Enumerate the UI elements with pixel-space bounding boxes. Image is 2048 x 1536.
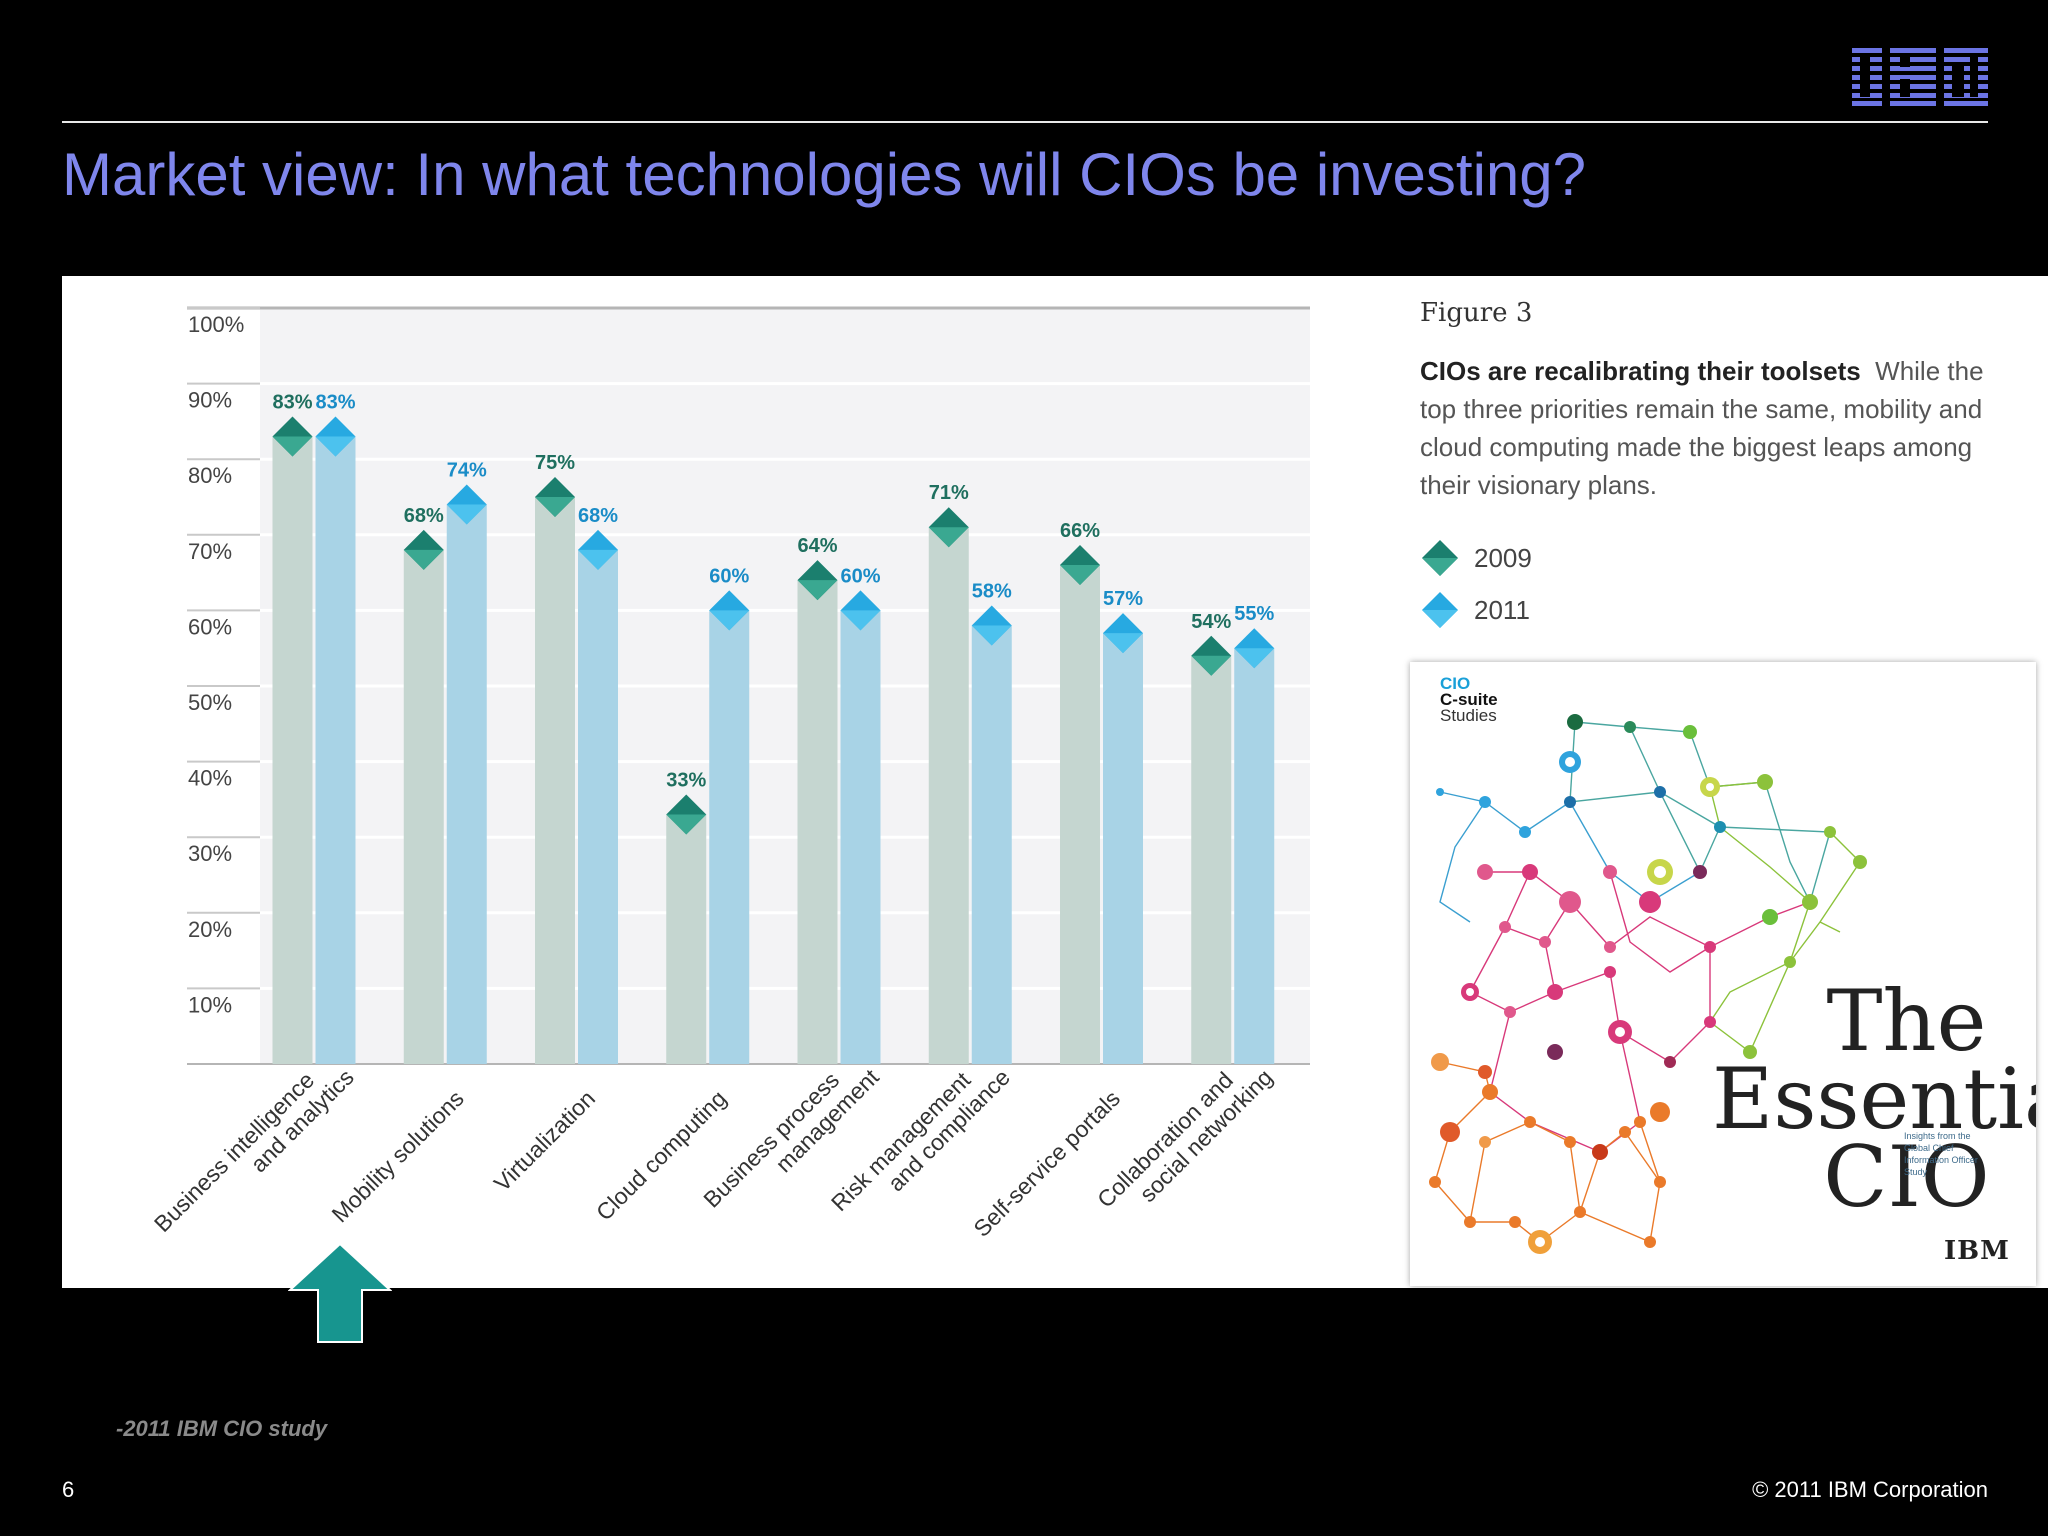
bar bbox=[1103, 633, 1143, 1064]
y-tick-label: 30% bbox=[188, 841, 232, 866]
y-tick-label: 10% bbox=[188, 992, 232, 1017]
data-label: 64% bbox=[797, 535, 837, 557]
bar bbox=[1191, 655, 1232, 1064]
data-label: 66% bbox=[1060, 520, 1100, 542]
data-label: 83% bbox=[315, 392, 355, 414]
bar bbox=[666, 814, 707, 1064]
diamond-marker-shade bbox=[315, 436, 356, 457]
diamond-marker-shade bbox=[1060, 565, 1100, 586]
cover-ibm-logo: IBM bbox=[1944, 1236, 2010, 1266]
data-label: 54% bbox=[1191, 611, 1231, 633]
diamond-marker-icon bbox=[1422, 592, 1458, 628]
figure-caption: CIOs are recalibrating their toolsets Wh… bbox=[1420, 352, 2025, 504]
y-tick-label: 60% bbox=[188, 614, 232, 639]
cover-title: The Essential CIO bbox=[1712, 972, 2036, 1226]
diamond-marker-shade bbox=[403, 549, 444, 570]
diamond-marker-shade bbox=[971, 625, 1012, 646]
cover-subtitle: Insights from the Global Chief Informati… bbox=[1904, 1131, 1978, 1177]
diamond-marker-shade bbox=[709, 610, 750, 631]
y-tick-label: 100% bbox=[188, 312, 244, 337]
chart-legend: 2009 2011 bbox=[1420, 532, 1532, 636]
y-tick-label: 80% bbox=[188, 463, 232, 488]
source-note: -2011 IBM CIO study bbox=[116, 1416, 328, 1441]
legend-item-2011: 2011 bbox=[1420, 584, 1532, 636]
diamond-marker-shade bbox=[446, 504, 487, 525]
data-label: 60% bbox=[840, 565, 880, 587]
x-tick-label: Business intelligenceand analytics bbox=[149, 1046, 359, 1256]
page-number: 6 bbox=[62, 1477, 75, 1502]
data-label: 58% bbox=[972, 581, 1012, 603]
bar bbox=[840, 610, 881, 1064]
data-label: 83% bbox=[272, 392, 312, 414]
report-cover-image: CIO C-suite Studies The Essential CIO In… bbox=[1410, 662, 2036, 1286]
y-tick-label: 90% bbox=[188, 388, 232, 413]
network-graphic bbox=[1429, 714, 1867, 1254]
bar bbox=[1234, 648, 1275, 1064]
ibm-logo bbox=[1852, 48, 1988, 106]
up-arrow-icon bbox=[288, 1242, 392, 1343]
data-label: 75% bbox=[535, 452, 575, 474]
bar bbox=[535, 497, 575, 1064]
data-label: 33% bbox=[666, 770, 706, 792]
bar-chart: 10% 20% 30% 40% 50% 60% 70% 80% 90% 100% 83% 83% Bus… bbox=[149, 306, 1310, 1256]
data-label: 55% bbox=[1234, 603, 1274, 625]
diamond-marker-shade bbox=[578, 549, 618, 570]
diamond-marker-shade bbox=[1234, 648, 1275, 669]
diamond-marker-shade bbox=[1191, 655, 1232, 676]
caption-text: While the top three priorities remain th… bbox=[1420, 356, 1984, 500]
copyright: © 2011 IBM Corporation bbox=[1752, 1477, 1988, 1502]
bar bbox=[403, 549, 444, 1064]
y-tick-label: 20% bbox=[188, 917, 232, 942]
x-tick-label: Collaboration andsocial networking bbox=[1092, 1046, 1277, 1231]
y-tick-label: 70% bbox=[188, 539, 232, 564]
diamond-marker-shade bbox=[840, 610, 881, 631]
header-rule bbox=[62, 121, 1988, 123]
diamond-marker-shade bbox=[797, 580, 838, 601]
x-tick-label: Mobility solutions bbox=[327, 1085, 469, 1227]
cover-series-label: CIO C-suite Studies bbox=[1440, 674, 1498, 725]
bar bbox=[446, 504, 487, 1064]
bar bbox=[797, 580, 838, 1064]
diamond-marker-shade bbox=[666, 814, 707, 835]
bar bbox=[315, 436, 356, 1064]
diamond-marker-shade bbox=[272, 436, 313, 457]
bar bbox=[709, 610, 750, 1064]
legend-item-2009: 2009 bbox=[1420, 532, 1532, 584]
bar bbox=[578, 549, 618, 1064]
legend-label-2011: 2011 bbox=[1474, 594, 1530, 625]
diamond-marker-icon bbox=[1422, 540, 1458, 576]
data-label: 68% bbox=[578, 505, 618, 527]
diamond-marker-shade bbox=[535, 497, 575, 517]
x-tick-label: Self-service portals bbox=[968, 1085, 1125, 1242]
diamond-marker-shade bbox=[928, 527, 969, 548]
legend-label-2009: 2009 bbox=[1474, 542, 1532, 573]
bar bbox=[971, 625, 1012, 1064]
bar bbox=[1060, 565, 1100, 1064]
caption-heading: CIOs are recalibrating their toolsets bbox=[1420, 356, 1861, 386]
y-tick-label: 50% bbox=[188, 690, 232, 715]
data-label: 71% bbox=[929, 482, 969, 504]
x-tick-label: Virtualization bbox=[489, 1085, 600, 1196]
slide-title: Market view: In what technologies will C… bbox=[62, 141, 1587, 208]
bar bbox=[272, 436, 313, 1064]
data-label: 60% bbox=[709, 565, 749, 587]
figure-label: Figure 3 bbox=[1420, 298, 1533, 328]
bar bbox=[928, 527, 969, 1064]
y-tick-label: 40% bbox=[188, 766, 232, 791]
diamond-marker-shade bbox=[1103, 633, 1143, 654]
data-label: 57% bbox=[1103, 588, 1143, 610]
figure-panel: 10% 20% 30% 40% 50% 60% 70% 80% 90% 100% 83% 83% Bus… bbox=[62, 276, 2048, 1288]
data-label: 74% bbox=[447, 460, 487, 482]
data-label: 68% bbox=[404, 505, 444, 527]
